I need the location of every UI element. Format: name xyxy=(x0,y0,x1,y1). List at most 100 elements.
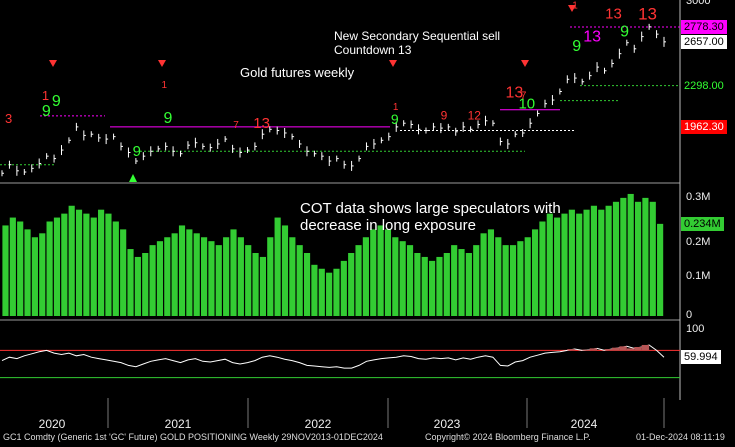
cot-bar xyxy=(429,260,436,316)
cot-bar xyxy=(112,221,119,316)
cot-bar xyxy=(223,237,230,316)
cot-bar xyxy=(517,241,524,316)
sequential-count: 9 xyxy=(620,24,629,41)
cot-bar xyxy=(392,237,399,316)
x-tick-label: 2020 xyxy=(39,417,66,431)
cot-bar xyxy=(355,245,362,316)
cot-bar xyxy=(237,237,244,316)
cot-bar xyxy=(252,253,259,316)
sequential-count: 1 xyxy=(162,80,168,91)
rsi-overbought-fill xyxy=(619,346,627,351)
x-tick-label: 2022 xyxy=(305,417,332,431)
x-axis: 2020 2021 2022 2023 2024 xyxy=(39,398,665,431)
cot-bar xyxy=(171,233,178,316)
x-tick-label: 2024 xyxy=(571,417,598,431)
rsi-line xyxy=(1,344,665,369)
cot-bar xyxy=(642,197,649,316)
cot-bar xyxy=(53,217,61,316)
cot-bar xyxy=(281,225,289,316)
cot-bar xyxy=(120,229,127,316)
cot-bar xyxy=(649,201,656,316)
cot-bar xyxy=(348,253,355,316)
cot-line2: decrease in long exposure xyxy=(300,217,476,235)
cot-bar xyxy=(90,217,97,316)
cot-bar xyxy=(598,209,605,316)
cot-bar xyxy=(436,256,443,316)
cot-bar xyxy=(370,229,377,316)
cot-bar xyxy=(561,213,568,316)
sequential-count: 13 xyxy=(253,115,270,132)
rsi-panel xyxy=(0,344,680,379)
sequential-count: 13 xyxy=(583,28,601,45)
cot-bar xyxy=(451,245,458,316)
cot-y-tick: 0.3M xyxy=(686,190,711,203)
sequential-count: 3 xyxy=(5,111,12,126)
sequential-line1: New Secondary Sequential sell xyxy=(334,29,501,43)
sequential-count: 1 xyxy=(393,102,399,113)
cot-y-tick: 0.1M xyxy=(686,269,711,282)
cot-bar xyxy=(487,229,495,316)
sell-arrow xyxy=(568,5,576,12)
price-tag: 2657.00 xyxy=(681,34,727,49)
cot-bar xyxy=(98,209,105,316)
cot-bar xyxy=(274,217,281,316)
cot-bar xyxy=(568,209,575,316)
price-tag: 2778.30 xyxy=(681,20,727,35)
price-series xyxy=(1,23,666,177)
rsi-overbought-fill xyxy=(567,349,575,351)
rsi-overbought-fill xyxy=(641,344,650,351)
cot-bar xyxy=(634,201,642,316)
cot-bar xyxy=(105,213,112,316)
cot-bar xyxy=(68,205,75,316)
sequential-count: 12 xyxy=(468,109,482,123)
cot-bar xyxy=(127,249,134,316)
cot-bar xyxy=(546,213,553,316)
sell-arrow xyxy=(158,60,166,67)
cot-bar xyxy=(83,213,90,316)
cot-bar xyxy=(2,225,9,316)
x-tick-label: 2021 xyxy=(165,417,192,431)
cot-bar xyxy=(208,241,215,316)
cot-annotation: COT data shows large speculators with de… xyxy=(300,200,561,235)
sell-arrow xyxy=(389,60,397,67)
cot-bar xyxy=(326,272,333,316)
cot-bar xyxy=(296,245,303,316)
sell-arrow xyxy=(49,60,57,67)
cot-bar xyxy=(267,237,274,316)
cot-bar xyxy=(406,245,414,316)
cot-bar xyxy=(612,201,620,316)
cot-bar xyxy=(399,241,406,316)
cot-bar xyxy=(259,256,266,316)
sequential-line2: Countdown 13 xyxy=(334,42,412,57)
sequential-count: 9 xyxy=(52,93,61,110)
cot-bar xyxy=(509,245,517,316)
cot-tag: 0.234M xyxy=(681,216,724,231)
sequential-count: 13 xyxy=(605,5,622,22)
sequential-count: 9 xyxy=(572,38,581,55)
sequential-count: 13 xyxy=(505,85,523,102)
panel-separators xyxy=(0,0,681,400)
cot-bar xyxy=(539,221,546,316)
cot-bar xyxy=(178,225,186,316)
sequential-count: 9 xyxy=(391,111,399,127)
rsi-y-tick: 100 xyxy=(686,323,705,335)
cot-bar xyxy=(362,237,369,316)
cot-bar xyxy=(75,209,83,316)
cot-bar xyxy=(245,245,252,316)
cot-bar xyxy=(458,249,465,316)
footer-center: Copyright© 2024 Bloomberg Finance L.P. xyxy=(425,432,591,442)
cot-bar xyxy=(532,229,539,316)
sequential-counts: 99999991111131013131313312977 xyxy=(5,1,657,182)
sequential-count: 10 xyxy=(518,96,535,113)
cot-bar xyxy=(524,237,531,316)
cot-bar xyxy=(473,245,480,316)
footer-right: 01-Dec-2024 08:11:19 xyxy=(636,432,725,442)
sequential-count: 13 xyxy=(638,5,657,24)
rsi-overbought-fill xyxy=(634,347,642,351)
cot-y-tick: 0.2M xyxy=(686,236,711,249)
cot-bar xyxy=(311,264,318,316)
cot-bar xyxy=(384,229,392,316)
cot-bar xyxy=(303,253,311,316)
cot-bar xyxy=(24,229,31,316)
